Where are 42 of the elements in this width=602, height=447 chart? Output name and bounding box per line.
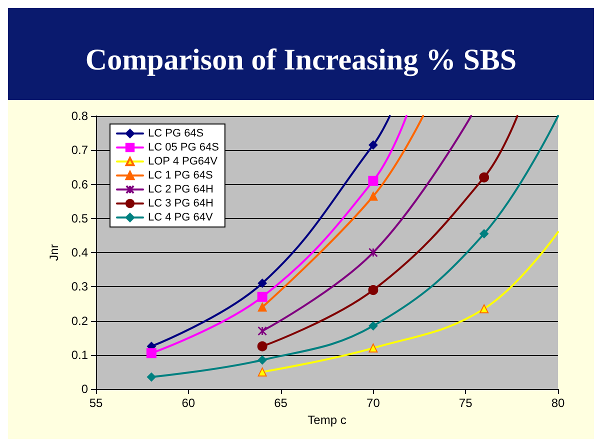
y-tick-label: 0.2 (71, 314, 88, 328)
y-tick-label: 0.4 (71, 246, 88, 260)
point (368, 285, 378, 296)
point (368, 140, 378, 150)
x-tick-label: 55 (89, 396, 103, 410)
point (258, 355, 267, 364)
y-tick-label: 0.8 (71, 109, 88, 123)
legend-label: LC 2 PG 64H (148, 184, 214, 196)
y-tick-label: 0.6 (71, 177, 88, 192)
point (368, 176, 378, 186)
point (258, 326, 268, 336)
point (480, 229, 489, 238)
point (368, 321, 378, 330)
y-tick-label: 0 (81, 382, 88, 396)
x-tick-label: 80 (551, 396, 565, 410)
point (368, 248, 378, 258)
x-tick-label: 60 (182, 396, 196, 410)
y-tick-label: 0.3 (71, 280, 88, 294)
x-tick-label: 75 (458, 396, 473, 410)
point (480, 304, 489, 314)
legend-label: LC PG 64S (148, 128, 204, 140)
x-tick-label: 65 (274, 396, 288, 410)
point (258, 367, 267, 376)
legend-label: LC 05 PG 64S (148, 142, 219, 154)
point (146, 372, 156, 382)
chart-title: Comparison of Increasing % SBS (85, 44, 517, 76)
point (479, 172, 490, 182)
legend-label: LC 1 PG 64S (148, 170, 213, 182)
point (146, 348, 156, 358)
legend-label: LC 4 PG 64V (148, 212, 214, 224)
y-tick-label: 0.5 (71, 211, 88, 226)
point (257, 292, 268, 302)
legend-label: LC 3 PG 64H (148, 198, 214, 210)
x-axis-title: Temp c (308, 412, 346, 427)
legend-label: LOP 4 PG64V (148, 156, 218, 168)
point (258, 278, 267, 288)
y-axis-title: Jnr (47, 244, 61, 261)
point (257, 341, 268, 352)
y-tick-label: 0.7 (71, 143, 88, 158)
x-tick-label: 70 (366, 396, 380, 410)
y-tick-label: 0.1 (71, 348, 88, 362)
point (368, 344, 378, 353)
